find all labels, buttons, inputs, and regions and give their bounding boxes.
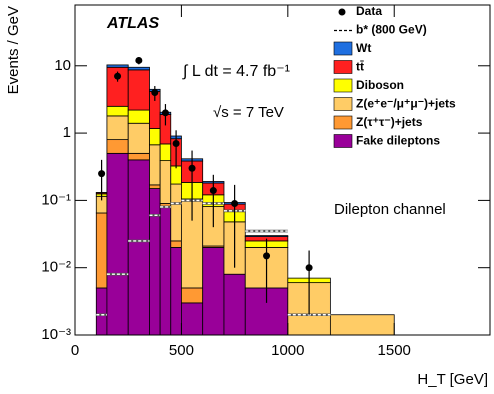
bar-segment <box>127 122 150 154</box>
bar-segment <box>127 69 150 111</box>
legend-swatch <box>333 115 353 130</box>
data-point <box>263 252 271 260</box>
legend-label: Z(e⁺e⁻/μ⁺μ⁻)+jets <box>356 97 456 111</box>
data-point <box>98 170 106 178</box>
bar-segment <box>149 188 161 336</box>
bar-segment <box>106 115 129 141</box>
x-axis-label: H_T [GeV] <box>417 371 488 388</box>
bar-segment <box>95 287 108 336</box>
bar-segment <box>106 152 129 336</box>
bar-segment <box>202 247 225 336</box>
legend-label: Diboson <box>356 78 404 92</box>
bar-segment <box>95 212 108 289</box>
bar-segment <box>170 165 182 185</box>
legend-swatch <box>333 60 353 74</box>
bar-segment <box>127 152 150 161</box>
legend-label: b* (800 GeV) <box>356 23 427 37</box>
plot-frame <box>74 4 491 336</box>
bar-segment <box>159 160 172 204</box>
bar-segment <box>149 184 161 189</box>
bar-segment <box>181 287 204 304</box>
bar-segment <box>223 273 246 336</box>
bar-segment <box>127 109 150 124</box>
y-tick-label: 10 <box>54 57 71 74</box>
bar-segment <box>170 240 182 248</box>
bar-segment <box>329 314 395 336</box>
data-point <box>114 72 122 80</box>
bar-segment <box>181 302 204 336</box>
annotation: ∫ L dt = 4.7 fb⁻¹ <box>182 63 290 80</box>
bar-segment <box>159 206 172 336</box>
y-tick-label: 10⁻³ <box>41 326 71 343</box>
data-point <box>172 140 180 148</box>
x-tick-label: 1500 <box>378 342 411 359</box>
legend-label: Z(τ⁺τ⁻)+jets <box>356 115 423 129</box>
bar-segment <box>106 139 129 154</box>
chart-title: ATLAS <box>106 15 159 32</box>
y-axis-label: Events / GeV <box>5 6 22 94</box>
legend-label: Fake dileptons <box>356 134 440 148</box>
bar-segment <box>170 183 182 242</box>
data-point <box>305 264 313 272</box>
legend-marker <box>338 8 346 16</box>
data-point <box>209 187 217 195</box>
data-point <box>161 109 169 117</box>
data-point <box>231 199 239 207</box>
legend-label: Data <box>356 4 382 18</box>
y-tick-label: 10⁻² <box>41 259 71 276</box>
x-tick-label: 1000 <box>271 342 304 359</box>
legend-swatch <box>333 97 353 111</box>
legend-swatch <box>333 78 353 93</box>
x-tick-label: 0 <box>71 342 79 359</box>
bar-segment <box>127 66 150 71</box>
bar-segment <box>159 143 172 162</box>
annotation: √s = 7 TeV <box>213 104 284 121</box>
y-tick-label: 1 <box>63 124 71 141</box>
x-tick-label: 500 <box>169 342 194 359</box>
data-point <box>188 164 196 172</box>
bar-segment <box>106 105 129 117</box>
bar-segment <box>149 144 161 186</box>
data-point <box>151 89 159 97</box>
annotation: Dilepton channel <box>334 201 446 218</box>
legend-swatch <box>333 134 353 148</box>
bar-segment <box>149 128 161 146</box>
bar-segment <box>106 64 129 68</box>
bar-segment <box>244 235 289 237</box>
legend-label: Wt <box>356 41 371 55</box>
data-point <box>135 56 143 64</box>
legend-swatch <box>333 41 353 56</box>
bar-segment <box>127 159 150 336</box>
legend-label: tt̄ <box>356 60 364 74</box>
y-tick-label: 10⁻¹ <box>41 191 71 208</box>
bar-segment <box>170 247 182 336</box>
